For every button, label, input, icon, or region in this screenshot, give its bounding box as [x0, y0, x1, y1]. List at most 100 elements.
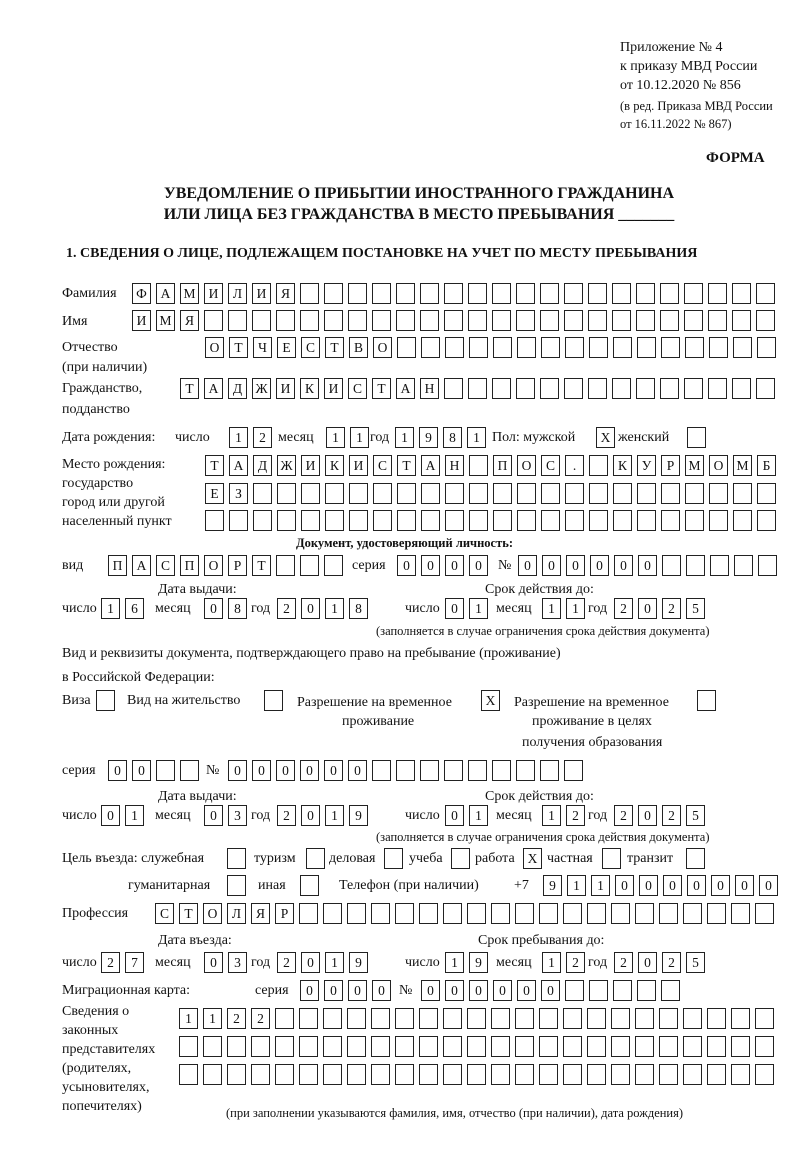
char-box-permit-series[interactable]: 0 [108, 760, 127, 781]
char-box-stay-month[interactable]: 2 [566, 952, 585, 973]
char-box-reps3[interactable] [275, 1064, 294, 1085]
char-box-surname[interactable] [396, 283, 415, 304]
char-box-reps3[interactable] [395, 1064, 414, 1085]
char-box-permit-series[interactable] [156, 760, 175, 781]
char-box-birthplace2[interactable]: Е [205, 483, 224, 504]
char-box-entry-day[interactable]: 7 [125, 952, 144, 973]
char-box-birth-year[interactable]: 1 [395, 427, 414, 448]
char-box-reps2[interactable] [659, 1036, 678, 1057]
char-box-reps2[interactable] [755, 1036, 774, 1057]
char-box-name[interactable] [348, 310, 367, 331]
char-box-surname[interactable] [636, 283, 655, 304]
char-box-doc-kind[interactable]: П [180, 555, 199, 576]
char-box-doc-series[interactable]: 0 [421, 555, 440, 576]
checkbox-visa[interactable] [96, 690, 115, 711]
char-box-citizenship[interactable]: И [324, 378, 343, 399]
char-box-reps1[interactable] [323, 1008, 342, 1029]
char-box-permit-number[interactable]: 0 [348, 760, 367, 781]
checkbox-purpose-study[interactable] [451, 848, 470, 869]
char-box-reps3[interactable] [443, 1064, 462, 1085]
char-box-name[interactable] [612, 310, 631, 331]
char-box-reps1[interactable] [755, 1008, 774, 1029]
char-box-doc-number[interactable] [734, 555, 753, 576]
char-box-doc-kind[interactable] [276, 555, 295, 576]
char-box-birthplace3[interactable] [253, 510, 272, 531]
char-box-name[interactable] [276, 310, 295, 331]
char-box-surname[interactable] [420, 283, 439, 304]
char-box-birthplace2[interactable] [493, 483, 512, 504]
char-box-entry-year[interactable]: 1 [325, 952, 344, 973]
char-box-phone[interactable]: 0 [663, 875, 682, 896]
char-box-reps2[interactable] [227, 1036, 246, 1057]
char-box-citizenship[interactable]: Д [228, 378, 247, 399]
char-box-entry-year[interactable]: 0 [301, 952, 320, 973]
char-box-name[interactable] [492, 310, 511, 331]
char-box-reps1[interactable] [491, 1008, 510, 1029]
char-box-birthplace3[interactable] [493, 510, 512, 531]
checkbox-purpose-official[interactable] [227, 848, 246, 869]
char-box-permit-issue-month[interactable]: 3 [228, 805, 247, 826]
char-box-name[interactable] [588, 310, 607, 331]
char-box-birthplace3[interactable] [685, 510, 704, 531]
char-box-patronymic[interactable] [685, 337, 704, 358]
char-box-surname[interactable]: М [180, 283, 199, 304]
checkbox-purpose-other[interactable] [300, 875, 319, 896]
char-box-doc-kind[interactable]: А [132, 555, 151, 576]
char-box-name[interactable] [636, 310, 655, 331]
char-box-profession[interactable] [659, 903, 678, 924]
char-box-mig-number[interactable]: 0 [493, 980, 512, 1001]
char-box-birthplace1[interactable] [589, 455, 608, 476]
char-box-doc-number[interactable]: 0 [542, 555, 561, 576]
char-box-permit-number[interactable]: 0 [228, 760, 247, 781]
char-box-reps1[interactable] [371, 1008, 390, 1029]
char-box-birthplace3[interactable] [325, 510, 344, 531]
char-box-phone[interactable]: 1 [591, 875, 610, 896]
char-box-birthplace2[interactable] [421, 483, 440, 504]
char-box-surname[interactable] [516, 283, 535, 304]
char-box-doc-number[interactable] [758, 555, 777, 576]
char-box-reps3[interactable] [227, 1064, 246, 1085]
char-box-profession[interactable]: Р [275, 903, 294, 924]
char-box-surname[interactable] [300, 283, 319, 304]
char-box-citizenship[interactable] [612, 378, 631, 399]
char-box-permit-number[interactable] [396, 760, 415, 781]
char-box-mig-number[interactable]: 0 [469, 980, 488, 1001]
char-box-birthplace3[interactable] [445, 510, 464, 531]
char-box-reps2[interactable] [419, 1036, 438, 1057]
char-box-reps1[interactable] [443, 1008, 462, 1029]
char-box-birthplace3[interactable] [469, 510, 488, 531]
char-box-doc-number[interactable] [662, 555, 681, 576]
char-box-phone[interactable]: 0 [615, 875, 634, 896]
char-box-reps3[interactable] [755, 1064, 774, 1085]
char-box-birthplace2[interactable] [469, 483, 488, 504]
char-box-reps3[interactable] [467, 1064, 486, 1085]
char-box-reps2[interactable] [347, 1036, 366, 1057]
char-box-permit-valid-month[interactable]: 1 [542, 805, 561, 826]
char-box-reps2[interactable] [515, 1036, 534, 1057]
char-box-patronymic[interactable] [517, 337, 536, 358]
char-box-birthplace1[interactable]: М [685, 455, 704, 476]
char-box-name[interactable] [444, 310, 463, 331]
char-box-doc-issue-year[interactable]: 2 [277, 598, 296, 619]
char-box-reps2[interactable] [299, 1036, 318, 1057]
char-box-permit-valid-year[interactable]: 0 [638, 805, 657, 826]
char-box-doc-valid-year[interactable]: 2 [662, 598, 681, 619]
char-box-citizenship[interactable]: К [300, 378, 319, 399]
char-box-name[interactable] [300, 310, 319, 331]
char-box-doc-issue-year[interactable]: 8 [349, 598, 368, 619]
char-box-citizenship[interactable]: С [348, 378, 367, 399]
char-box-reps3[interactable] [371, 1064, 390, 1085]
char-box-birthplace2[interactable] [325, 483, 344, 504]
char-box-reps1[interactable] [635, 1008, 654, 1029]
char-box-reps2[interactable] [491, 1036, 510, 1057]
char-box-birthplace3[interactable] [637, 510, 656, 531]
char-box-permit-valid-year[interactable]: 2 [614, 805, 633, 826]
char-box-reps1[interactable] [419, 1008, 438, 1029]
char-box-name[interactable] [228, 310, 247, 331]
char-box-birthplace1[interactable]: И [301, 455, 320, 476]
checkbox-purpose-tourism[interactable] [306, 848, 325, 869]
char-box-permit-valid-day[interactable]: 1 [469, 805, 488, 826]
char-box-profession[interactable] [299, 903, 318, 924]
char-box-mig-number[interactable]: 0 [445, 980, 464, 1001]
char-box-birthplace2[interactable] [277, 483, 296, 504]
